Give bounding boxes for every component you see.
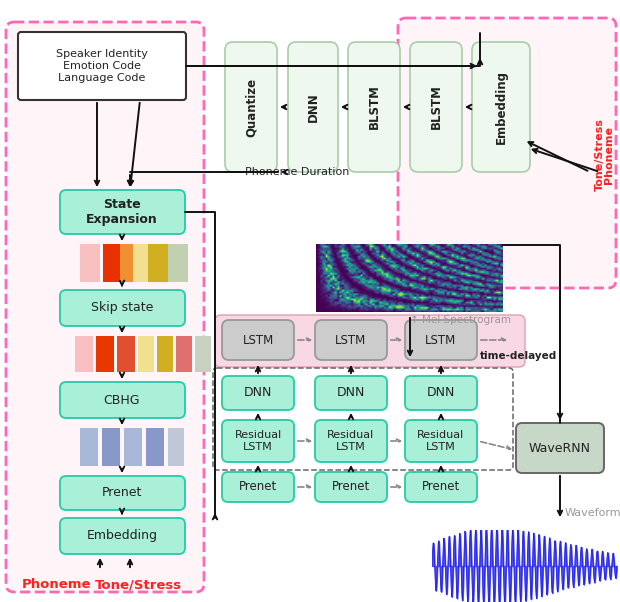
Text: DNN: DNN [244,386,272,400]
FancyBboxPatch shape [516,423,604,473]
Text: Residual
LSTM: Residual LSTM [327,430,374,452]
Bar [124,428,142,466]
Text: Phoneme Duration: Phoneme Duration [245,167,350,177]
Text: BLSTM: BLSTM [430,84,443,129]
FancyBboxPatch shape [18,32,186,100]
Text: DNN: DNN [306,92,319,122]
Text: Prenet: Prenet [239,480,277,494]
Bar [96,336,114,372]
Text: DNN: DNN [427,386,455,400]
Text: Phoneme: Phoneme [22,579,92,592]
Bar [133,244,153,282]
FancyBboxPatch shape [405,320,477,360]
Text: LSTM: LSTM [425,334,456,347]
Text: Residual
LSTM: Residual LSTM [417,430,464,452]
Text: Embedding: Embedding [495,70,508,144]
FancyBboxPatch shape [315,420,387,462]
FancyBboxPatch shape [315,320,387,360]
Bar [117,336,135,372]
FancyBboxPatch shape [60,476,185,510]
Text: Skip state: Skip state [91,302,153,314]
Text: Residual
LSTM: Residual LSTM [234,430,281,452]
FancyBboxPatch shape [222,472,294,502]
FancyBboxPatch shape [288,42,338,172]
FancyBboxPatch shape [222,376,294,410]
FancyBboxPatch shape [6,22,204,592]
FancyBboxPatch shape [60,518,185,554]
Text: time-delayed: time-delayed [480,351,557,361]
FancyBboxPatch shape [215,315,525,367]
Bar [148,244,168,282]
Text: Embedding: Embedding [87,530,157,542]
FancyBboxPatch shape [405,376,477,410]
Text: Quantize: Quantize [244,78,257,137]
FancyBboxPatch shape [348,42,400,172]
Bar [80,428,98,466]
Text: CBHG: CBHG [104,394,140,406]
Text: WaveRNN: WaveRNN [529,441,591,455]
Text: DNN: DNN [337,386,365,400]
Text: Tone/Stress: Tone/Stress [95,579,182,592]
Bar [120,244,140,282]
Text: BLSTM: BLSTM [368,84,381,129]
FancyBboxPatch shape [315,472,387,502]
Text: Waveform: Waveform [565,508,620,518]
Text: ↑ Mel Spectrogram: ↑ Mel Spectrogram [410,315,511,325]
Text: LSTM: LSTM [335,334,366,347]
Bar [138,336,154,372]
Text: Prenet: Prenet [422,480,460,494]
FancyBboxPatch shape [225,42,277,172]
Text: Phoneme: Phoneme [604,126,614,184]
Bar [80,244,100,282]
FancyBboxPatch shape [472,42,530,172]
Text: Prenet: Prenet [102,486,142,500]
Bar [157,336,173,372]
FancyBboxPatch shape [60,382,185,418]
FancyBboxPatch shape [410,42,462,172]
Bar [146,428,164,466]
Bar [168,428,184,466]
FancyBboxPatch shape [405,420,477,462]
Text: Prenet: Prenet [332,480,370,494]
FancyBboxPatch shape [315,376,387,410]
FancyBboxPatch shape [222,320,294,360]
Bar [75,336,93,372]
FancyBboxPatch shape [60,190,185,234]
Bar [176,336,192,372]
Bar [195,336,211,372]
Bar [102,428,120,466]
Text: State
Expansion: State Expansion [86,198,158,226]
Text: Tone/Stress: Tone/Stress [595,119,605,191]
Text: LSTM: LSTM [242,334,273,347]
Bar [103,244,123,282]
FancyBboxPatch shape [222,420,294,462]
FancyBboxPatch shape [60,290,185,326]
Text: Speaker Identity
Emotion Code
Language Code: Speaker Identity Emotion Code Language C… [56,49,148,82]
FancyBboxPatch shape [398,18,616,288]
FancyBboxPatch shape [405,472,477,502]
Bar [168,244,188,282]
